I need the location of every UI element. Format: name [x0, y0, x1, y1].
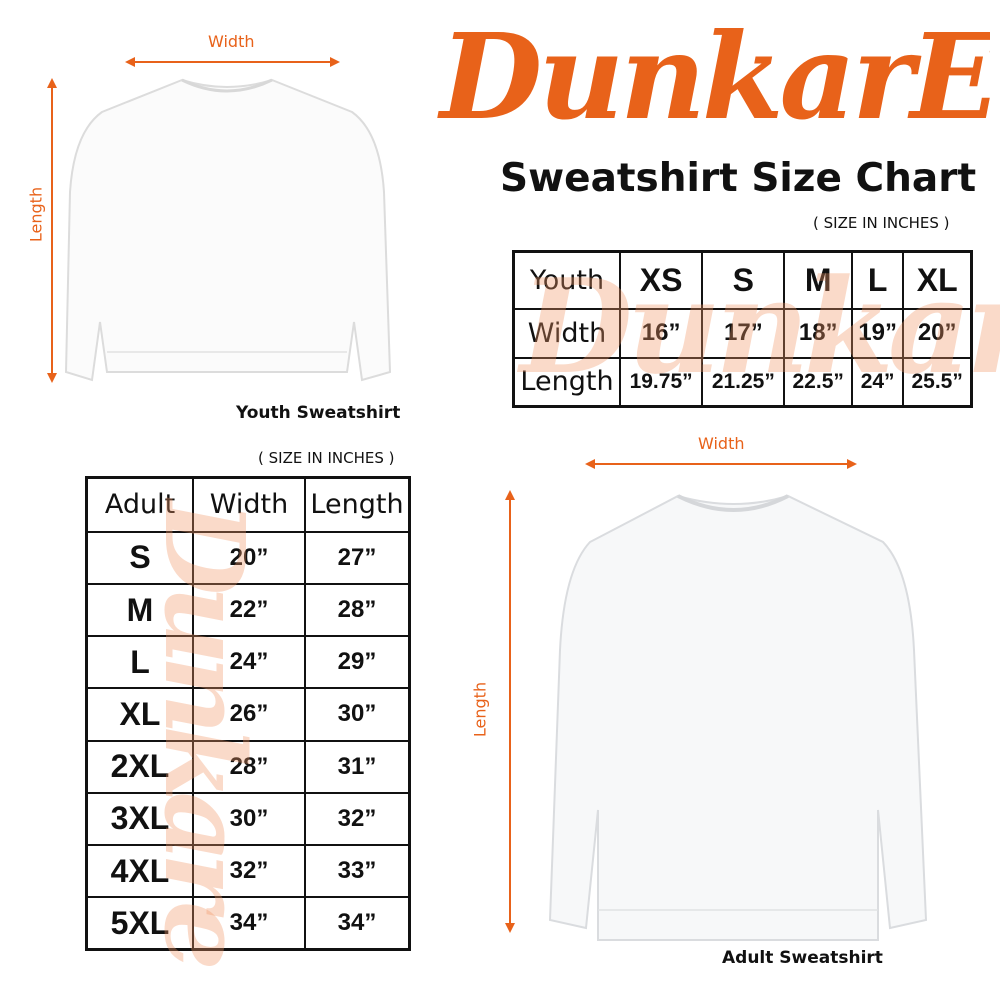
table-row: L 24” 29” [85, 635, 411, 690]
adult-length-label: Length [470, 681, 490, 738]
row-label: Length [512, 356, 621, 408]
table-cell: 19.75” [618, 356, 704, 408]
header-cell: Length [304, 476, 411, 533]
youth-size-table: Youth XS S M L XL Width 16” 17” 18” 19” … [512, 250, 973, 408]
row-label: Width [512, 308, 621, 359]
row-label: L [85, 635, 194, 690]
table-cell: 27” [304, 530, 411, 585]
table-cell: 16” [618, 308, 704, 359]
youth-length-label: Length [26, 186, 46, 243]
table-row: 5XL 34” 34” [85, 896, 411, 951]
table-cell: 28” [192, 739, 306, 794]
table-cell: 22.5” [783, 356, 853, 408]
table-cell: 28” [304, 582, 411, 638]
youth-sweatshirt-image [64, 78, 392, 382]
table-cell: 22” [192, 582, 306, 638]
table-row: XL 26” 30” [85, 687, 411, 742]
adult-caption: Adult Sweatshirt [722, 948, 883, 968]
adult-sweatshirt-image [548, 494, 928, 941]
row-label: XL [85, 687, 194, 742]
table-cell: 34” [304, 896, 411, 951]
table-cell: 24” [850, 356, 905, 408]
row-label: M [85, 582, 194, 638]
table-row: 2XL 28” 31” [85, 739, 411, 794]
youth-length-arrow [47, 78, 57, 383]
table-header-row: Adult Width Length [85, 476, 411, 533]
header-cell: M [783, 250, 853, 311]
adult-unit-note: ( SIZE IN INCHES ) [258, 449, 395, 467]
table-cell: 32” [304, 791, 411, 847]
table-cell: 25.5” [902, 356, 973, 408]
table-cell: 21.25” [701, 356, 786, 408]
youth-width-label: Width [208, 32, 255, 51]
row-label: 2XL [85, 739, 194, 794]
table-cell: 34” [192, 896, 306, 951]
adult-length-arrow [505, 490, 515, 933]
logo-graphic: DunkarE [437, 7, 1000, 146]
header-cell: S [701, 250, 786, 311]
row-label: S [85, 530, 194, 585]
table-row: 4XL 32” 33” [85, 844, 411, 899]
table-cell: 20” [902, 308, 973, 359]
table-cell: 17” [701, 308, 786, 359]
adult-width-label: Width [698, 434, 745, 453]
table-cell: 26” [192, 687, 306, 742]
table-row: M 22” 28” [85, 582, 411, 638]
row-label: 3XL [85, 791, 194, 847]
row-label: 5XL [85, 896, 194, 951]
header-cell: XS [618, 250, 704, 311]
table-cell: 31” [304, 739, 411, 794]
header-cell: Youth [512, 250, 621, 311]
table-cell: 29” [304, 635, 411, 690]
header-cell: XL [902, 250, 973, 311]
brand-logo: DunkarE [430, 0, 1000, 150]
table-header-row: Youth XS S M L XL [512, 250, 973, 311]
youth-caption: Youth Sweatshirt [236, 403, 401, 423]
adult-width-arrow [585, 459, 857, 469]
table-cell: 32” [192, 844, 306, 899]
table-cell: 18” [783, 308, 853, 359]
row-label: 4XL [85, 844, 194, 899]
youth-width-arrow [125, 57, 340, 67]
youth-unit-note: ( SIZE IN INCHES ) [813, 214, 950, 232]
table-row: Width 16” 17” 18” 19” 20” [512, 308, 973, 359]
table-cell: 30” [304, 687, 411, 742]
adult-size-table: Adult Width Length S 20” 27” M 22” 28” L 24” 29”… [85, 476, 411, 951]
table-cell: 24” [192, 635, 306, 690]
table-cell: 19” [850, 308, 905, 359]
header-cell: Width [192, 476, 306, 533]
table-row: 3XL 30” 32” [85, 791, 411, 847]
header-cell: Adult [85, 476, 194, 533]
svg-text:DunkarE: DunkarE [437, 7, 990, 146]
table-cell: 20” [192, 530, 306, 585]
page-title: Sweatshirt Size Chart [500, 156, 977, 201]
header-cell: L [850, 250, 905, 311]
table-row: S 20” 27” [85, 530, 411, 585]
table-cell: 33” [304, 844, 411, 899]
table-row: Length 19.75” 21.25” 22.5” 24” 25.5” [512, 356, 973, 408]
table-cell: 30” [192, 791, 306, 847]
